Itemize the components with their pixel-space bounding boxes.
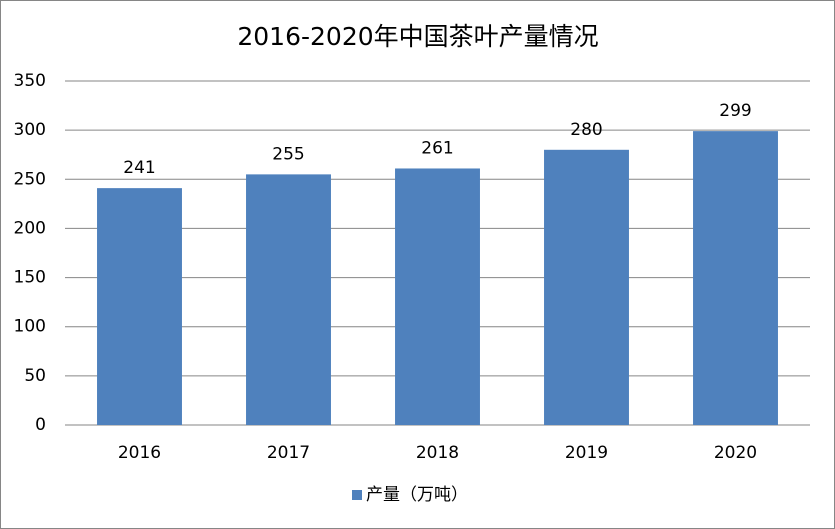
bar [693,131,778,425]
data-label: 299 [719,101,751,121]
y-tick-label: 150 [14,268,46,288]
x-tick-label: 2020 [714,443,757,463]
y-tick-label: 100 [14,317,46,337]
bar [544,149,629,426]
y-tick-label: 0 [35,415,46,435]
data-label: 255 [272,144,304,164]
y-tick-label: 200 [14,218,46,238]
bar [246,174,331,425]
y-tick-label: 250 [14,169,46,189]
legend-label: 产量（万吨） [366,485,468,505]
bar [97,188,182,425]
bar [395,168,480,425]
x-tick-label: 2017 [267,443,310,463]
x-tick-label: 2018 [416,443,459,463]
x-tick-label: 2019 [565,443,608,463]
y-tick-label: 50 [24,366,46,386]
chart-title: 2016-2020年中国茶叶产量情况 [237,22,598,51]
x-tick-label: 2016 [118,443,161,463]
data-label: 280 [570,120,602,140]
y-tick-label: 300 [14,120,46,140]
data-label: 261 [421,138,453,158]
data-label: 241 [123,158,155,178]
y-tick-label: 350 [14,71,46,91]
legend-swatch [352,490,362,500]
